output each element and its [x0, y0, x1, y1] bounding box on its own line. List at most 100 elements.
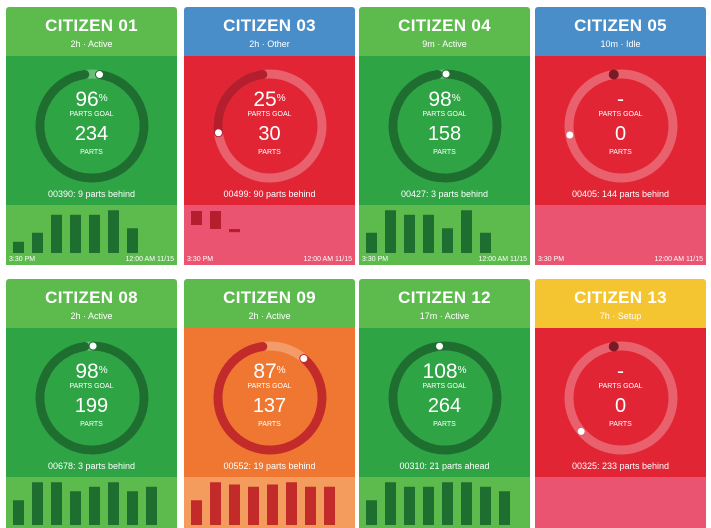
- parts-count: 137: [252, 395, 287, 417]
- production-bar: [229, 484, 240, 525]
- machine-card[interactable]: CITIZEN 12 17m · Active 108% PARTS GOAL …: [359, 279, 530, 528]
- ring-end-dot: [96, 71, 104, 79]
- parts-label: PARTS: [433, 421, 456, 428]
- parts-goal-label: PARTS GOAL: [598, 383, 643, 390]
- percent-value: -: [617, 360, 624, 383]
- parts-goal-label: PARTS GOAL: [422, 383, 467, 390]
- production-bar: [404, 214, 415, 253]
- ring-progress: [213, 342, 327, 455]
- machine-name: CITIZEN 08: [45, 288, 138, 307]
- machine-card[interactable]: CITIZEN 09 2h · Active 87% PARTS GOAL 13…: [184, 279, 355, 528]
- order-status: 00390: 9 parts behind: [47, 189, 136, 199]
- time-start: 3:30 PM: [187, 256, 214, 263]
- ring-end-dot: [214, 129, 222, 137]
- production-bar: [127, 491, 138, 525]
- bar-chart: [13, 482, 157, 525]
- parts-label: PARTS: [258, 421, 281, 428]
- production-bar: [442, 482, 453, 525]
- progress-ring: [564, 341, 678, 455]
- parts-count: 30: [258, 123, 281, 145]
- machine-status: 10m · Idle: [600, 39, 641, 49]
- progress-ring: [388, 69, 502, 183]
- machine-name: CITIZEN 04: [398, 16, 491, 35]
- production-bar: [210, 211, 221, 229]
- production-bar: [423, 214, 434, 253]
- production-bar: [305, 486, 316, 525]
- bar-chart: [366, 210, 491, 253]
- percent-value: 25%: [253, 88, 286, 111]
- parts-label: PARTS: [433, 149, 456, 156]
- percent-value: 87%: [253, 360, 286, 383]
- progress-ring: [388, 341, 502, 455]
- production-bar: [70, 491, 81, 525]
- parts-count: 0: [614, 395, 627, 417]
- machine-status: 9m · Active: [422, 39, 467, 49]
- production-bar: [108, 210, 119, 253]
- production-bar: [442, 228, 453, 253]
- production-bar: [366, 500, 377, 525]
- machine-card[interactable]: CITIZEN 04 9m · Active 98% PARTS GOAL 15…: [359, 7, 530, 265]
- machine-card[interactable]: CITIZEN 05 10m · Idle - PARTS GOAL 0 PAR…: [535, 7, 706, 265]
- gauge-panel: 96% PARTS GOAL 234 PARTS 00390: 9 parts …: [6, 56, 177, 205]
- time-start: 3:30 PM: [538, 256, 565, 263]
- parts-label: PARTS: [80, 421, 103, 428]
- bar-chart: [191, 482, 335, 525]
- ring-progress: [388, 69, 502, 183]
- production-bar: [13, 500, 24, 525]
- card-header: CITIZEN 03 2h · Other: [184, 7, 355, 56]
- order-status: 00552: 19 parts behind: [223, 461, 316, 471]
- production-bar: [248, 486, 259, 525]
- machine-card[interactable]: CITIZEN 01 2h · Active 96% PARTS GOAL 23…: [6, 7, 177, 265]
- production-bar: [229, 229, 240, 233]
- order-status: 00405: 144 parts behind: [571, 189, 670, 199]
- ring-progress: [388, 341, 502, 455]
- progress-ring: [35, 69, 149, 183]
- production-bar: [191, 211, 202, 225]
- parts-count: 264: [427, 395, 462, 417]
- parts-count: 158: [427, 123, 462, 145]
- parts-goal-label: PARTS GOAL: [598, 111, 643, 118]
- ring-progress: [35, 70, 149, 183]
- production-bar: [480, 232, 491, 253]
- production-bar: [89, 214, 100, 253]
- ring-end-dot: [436, 342, 444, 350]
- ring-end-dot: [89, 342, 97, 350]
- production-bar: [89, 486, 100, 525]
- production-bar: [286, 482, 297, 525]
- machine-status: 2h · Active: [70, 311, 113, 321]
- parts-count: 0: [614, 123, 627, 145]
- gauge-panel: 98% PARTS GOAL 199 PARTS 00678: 3 parts …: [6, 328, 177, 477]
- parts-goal-label: PARTS GOAL: [247, 383, 292, 390]
- parts-count: 234: [74, 123, 109, 145]
- parts-goal-label: PARTS GOAL: [247, 111, 292, 118]
- progress-ring: [35, 341, 149, 455]
- percent-value: 98%: [428, 88, 461, 111]
- ring-end-dot: [577, 427, 585, 435]
- production-bar: [108, 482, 119, 525]
- production-bar: [385, 482, 396, 525]
- machine-card[interactable]: CITIZEN 03 2h · Other 25% PARTS GOAL 30 …: [184, 7, 355, 265]
- time-end: 12:00 AM 11/15: [478, 256, 527, 263]
- ring-end-dot: [566, 131, 574, 139]
- parts-label: PARTS: [80, 149, 103, 156]
- percent-value: -: [617, 88, 624, 111]
- bar-chart: [13, 210, 138, 253]
- order-status: 00678: 3 parts behind: [47, 461, 136, 471]
- card-header: CITIZEN 04 9m · Active: [359, 7, 530, 56]
- time-start: 3:30 PM: [9, 256, 36, 263]
- ring-end-dot: [300, 354, 308, 362]
- progress-ring: [213, 341, 327, 455]
- production-chart: 6:30 PM 12:00 AM 11/15: [535, 477, 706, 528]
- production-chart: 3:30 PM 12:00 AM 11/15: [184, 205, 355, 265]
- card-header: CITIZEN 12 17m · Active: [359, 279, 530, 328]
- production-bar: [127, 228, 138, 253]
- production-bar: [32, 232, 43, 253]
- machine-card[interactable]: CITIZEN 13 7h · Setup - PARTS GOAL 0 PAR…: [535, 279, 706, 528]
- production-bar: [267, 484, 278, 525]
- parts-count: 199: [74, 395, 109, 417]
- order-status: 00499: 90 parts behind: [223, 189, 316, 199]
- parts-goal-label: PARTS GOAL: [69, 111, 114, 118]
- machine-card[interactable]: CITIZEN 08 2h · Active 98% PARTS GOAL 19…: [6, 279, 177, 528]
- production-bar: [499, 491, 510, 525]
- production-chart: 3:30 PM 12:00 AM 11/15: [535, 205, 706, 265]
